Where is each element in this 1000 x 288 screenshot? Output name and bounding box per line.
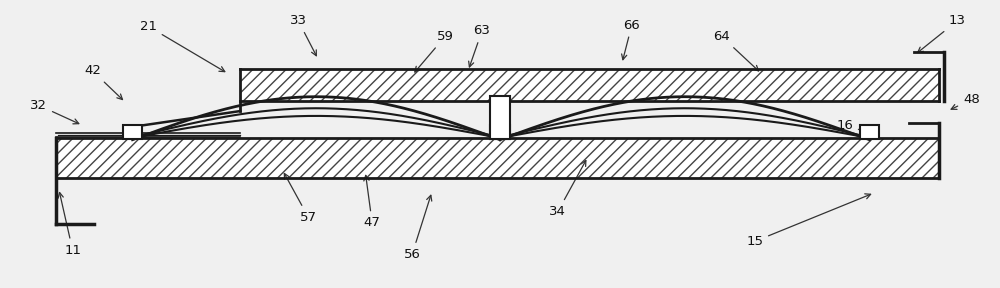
- Bar: [860, 125, 879, 139]
- Text: 32: 32: [30, 99, 79, 124]
- Text: 16: 16: [836, 119, 870, 134]
- Bar: [240, 69, 939, 101]
- Bar: [490, 96, 510, 139]
- Text: 33: 33: [290, 14, 316, 56]
- Text: 59: 59: [415, 30, 454, 72]
- Text: 21: 21: [140, 20, 225, 72]
- Text: 48: 48: [951, 93, 980, 109]
- Text: 64: 64: [713, 30, 759, 71]
- Text: 66: 66: [622, 18, 640, 60]
- Bar: [490, 125, 510, 139]
- Text: 34: 34: [549, 160, 586, 218]
- Text: 47: 47: [364, 175, 381, 229]
- Text: 42: 42: [84, 65, 123, 100]
- Text: 63: 63: [469, 24, 490, 67]
- Bar: [123, 125, 142, 139]
- Text: 11: 11: [58, 192, 81, 257]
- Bar: [240, 69, 939, 101]
- Text: 13: 13: [918, 14, 966, 52]
- Text: 15: 15: [746, 194, 871, 248]
- Text: 57: 57: [284, 173, 317, 223]
- Bar: [56, 138, 939, 178]
- Text: 56: 56: [404, 195, 432, 261]
- Bar: [56, 138, 939, 178]
